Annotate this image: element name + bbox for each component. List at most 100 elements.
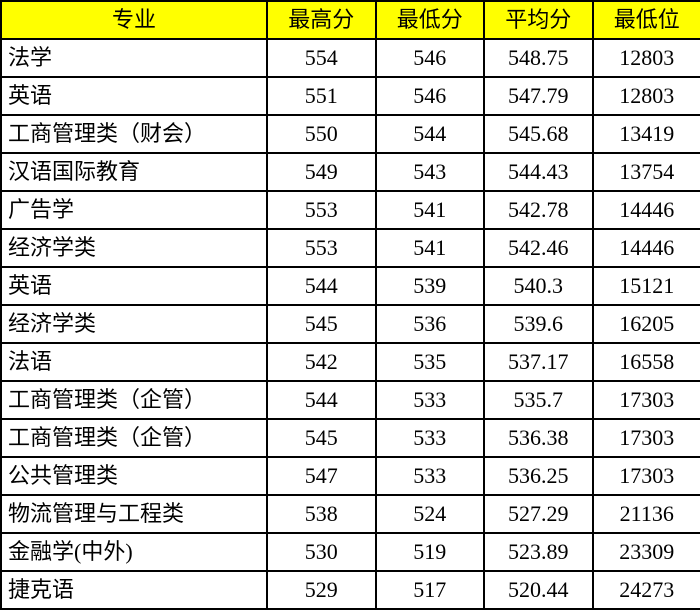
cell-major: 法语 bbox=[1, 343, 267, 381]
cell-min: 544 bbox=[376, 115, 485, 153]
cell-major: 金融学(中外) bbox=[1, 533, 267, 571]
cell-min: 546 bbox=[376, 77, 485, 115]
cell-avg: 535.7 bbox=[484, 381, 593, 419]
cell-rank: 13419 bbox=[593, 115, 700, 153]
table-row: 捷克语529517520.4424273 bbox=[1, 571, 700, 609]
table-head: 专业 最高分 最低分 平均分 最低位 bbox=[1, 1, 700, 39]
table-row: 英语551546547.7912803 bbox=[1, 77, 700, 115]
cell-avg: 540.3 bbox=[484, 267, 593, 305]
cell-rank: 13754 bbox=[593, 153, 700, 191]
table-row: 经济学类545536539.616205 bbox=[1, 305, 700, 343]
cell-major: 英语 bbox=[1, 77, 267, 115]
cell-rank: 17303 bbox=[593, 381, 700, 419]
cell-min: 535 bbox=[376, 343, 485, 381]
cell-rank: 17303 bbox=[593, 457, 700, 495]
cell-max: 538 bbox=[267, 495, 376, 533]
cell-major: 物流管理与工程类 bbox=[1, 495, 267, 533]
cell-avg: 536.25 bbox=[484, 457, 593, 495]
cell-major: 经济学类 bbox=[1, 229, 267, 267]
cell-max: 547 bbox=[267, 457, 376, 495]
cell-max: 554 bbox=[267, 39, 376, 77]
cell-max: 553 bbox=[267, 229, 376, 267]
cell-min: 517 bbox=[376, 571, 485, 609]
cell-min: 524 bbox=[376, 495, 485, 533]
table-row: 工商管理类（企管）544533535.717303 bbox=[1, 381, 700, 419]
table-row: 汉语国际教育549543544.4313754 bbox=[1, 153, 700, 191]
col-header-rank: 最低位 bbox=[593, 1, 700, 39]
cell-max: 542 bbox=[267, 343, 376, 381]
cell-min: 541 bbox=[376, 191, 485, 229]
cell-min: 539 bbox=[376, 267, 485, 305]
cell-avg: 542.78 bbox=[484, 191, 593, 229]
cell-rank: 14446 bbox=[593, 229, 700, 267]
cell-rank: 14446 bbox=[593, 191, 700, 229]
cell-min: 533 bbox=[376, 457, 485, 495]
table-row: 法语542535537.1716558 bbox=[1, 343, 700, 381]
cell-max: 549 bbox=[267, 153, 376, 191]
cell-max: 551 bbox=[267, 77, 376, 115]
cell-rank: 17303 bbox=[593, 419, 700, 457]
cell-avg: 537.17 bbox=[484, 343, 593, 381]
col-header-avg: 平均分 bbox=[484, 1, 593, 39]
table-row: 物流管理与工程类538524527.2921136 bbox=[1, 495, 700, 533]
cell-major: 法学 bbox=[1, 39, 267, 77]
table-row: 英语544539540.315121 bbox=[1, 267, 700, 305]
cell-major: 工商管理类（企管） bbox=[1, 419, 267, 457]
table-row: 法学554546548.7512803 bbox=[1, 39, 700, 77]
cell-major: 英语 bbox=[1, 267, 267, 305]
score-table: 专业 最高分 最低分 平均分 最低位 法学554546548.7512803英语… bbox=[0, 0, 700, 610]
cell-major: 捷克语 bbox=[1, 571, 267, 609]
cell-avg: 548.75 bbox=[484, 39, 593, 77]
cell-max: 529 bbox=[267, 571, 376, 609]
table-row: 金融学(中外)530519523.8923309 bbox=[1, 533, 700, 571]
cell-min: 533 bbox=[376, 419, 485, 457]
cell-rank: 16558 bbox=[593, 343, 700, 381]
cell-avg: 539.6 bbox=[484, 305, 593, 343]
cell-major: 经济学类 bbox=[1, 305, 267, 343]
cell-max: 530 bbox=[267, 533, 376, 571]
cell-min: 546 bbox=[376, 39, 485, 77]
table-row: 经济学类553541542.4614446 bbox=[1, 229, 700, 267]
cell-avg: 527.29 bbox=[484, 495, 593, 533]
cell-major: 公共管理类 bbox=[1, 457, 267, 495]
cell-avg: 542.46 bbox=[484, 229, 593, 267]
header-row: 专业 最高分 最低分 平均分 最低位 bbox=[1, 1, 700, 39]
cell-min: 536 bbox=[376, 305, 485, 343]
col-header-max: 最高分 bbox=[267, 1, 376, 39]
cell-min: 541 bbox=[376, 229, 485, 267]
cell-major: 工商管理类（财会） bbox=[1, 115, 267, 153]
table-row: 工商管理类（财会）550544545.6813419 bbox=[1, 115, 700, 153]
cell-rank: 21136 bbox=[593, 495, 700, 533]
cell-avg: 536.38 bbox=[484, 419, 593, 457]
cell-rank: 24273 bbox=[593, 571, 700, 609]
table-row: 工商管理类（企管）545533536.3817303 bbox=[1, 419, 700, 457]
score-table-container: 专业 最高分 最低分 平均分 最低位 法学554546548.7512803英语… bbox=[0, 0, 700, 610]
cell-rank: 15121 bbox=[593, 267, 700, 305]
cell-rank: 12803 bbox=[593, 77, 700, 115]
cell-min: 533 bbox=[376, 381, 485, 419]
cell-rank: 12803 bbox=[593, 39, 700, 77]
col-header-min: 最低分 bbox=[376, 1, 485, 39]
cell-max: 545 bbox=[267, 305, 376, 343]
cell-min: 543 bbox=[376, 153, 485, 191]
table-body: 法学554546548.7512803英语551546547.7912803工商… bbox=[1, 39, 700, 609]
cell-max: 550 bbox=[267, 115, 376, 153]
cell-max: 545 bbox=[267, 419, 376, 457]
cell-avg: 544.43 bbox=[484, 153, 593, 191]
cell-avg: 545.68 bbox=[484, 115, 593, 153]
cell-major: 汉语国际教育 bbox=[1, 153, 267, 191]
table-row: 公共管理类547533536.2517303 bbox=[1, 457, 700, 495]
cell-max: 553 bbox=[267, 191, 376, 229]
cell-major: 广告学 bbox=[1, 191, 267, 229]
cell-avg: 547.79 bbox=[484, 77, 593, 115]
cell-avg: 520.44 bbox=[484, 571, 593, 609]
cell-avg: 523.89 bbox=[484, 533, 593, 571]
cell-max: 544 bbox=[267, 381, 376, 419]
table-row: 广告学553541542.7814446 bbox=[1, 191, 700, 229]
cell-min: 519 bbox=[376, 533, 485, 571]
cell-rank: 23309 bbox=[593, 533, 700, 571]
cell-major: 工商管理类（企管） bbox=[1, 381, 267, 419]
cell-max: 544 bbox=[267, 267, 376, 305]
cell-rank: 16205 bbox=[593, 305, 700, 343]
col-header-major: 专业 bbox=[1, 1, 267, 39]
